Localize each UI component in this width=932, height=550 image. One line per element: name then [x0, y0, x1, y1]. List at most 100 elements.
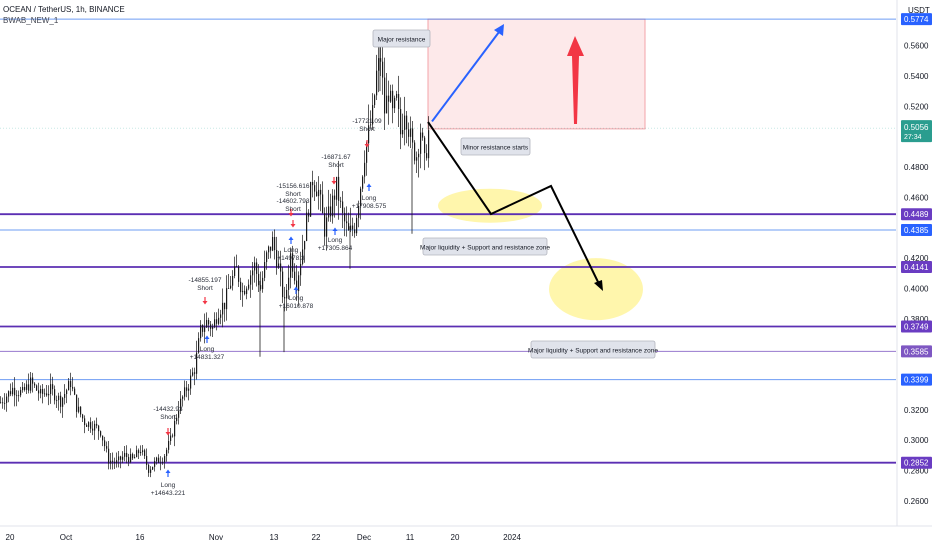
trade-arrow-head-7 [293, 286, 299, 290]
candle-body [372, 105, 374, 125]
candle-body [56, 400, 58, 401]
candle-body [206, 320, 208, 328]
candle-body [212, 326, 214, 329]
candle-body [130, 454, 132, 463]
candle-body [118, 456, 120, 461]
x-tick-label-3: Nov [209, 533, 223, 542]
candle-body [278, 263, 280, 268]
price-level-badge-3 [901, 261, 932, 274]
candle-body [428, 130, 430, 159]
candle-body [158, 457, 160, 463]
candle-body [70, 381, 72, 388]
candle-body [294, 271, 296, 281]
price-level-badge-text-2: 0.4385 [904, 226, 929, 235]
candle-body [318, 189, 320, 197]
candle-body [354, 229, 356, 234]
trade-label-8: -16871.67 [321, 154, 351, 161]
candle-body [324, 213, 326, 237]
candle-body [390, 90, 392, 102]
candle-body [384, 77, 386, 114]
candle-body [66, 390, 68, 395]
candle-body [142, 450, 144, 453]
candle-body [6, 396, 8, 403]
candle-body [152, 466, 154, 470]
candle-body [38, 390, 40, 394]
candle-body [16, 395, 18, 397]
candle-body [200, 324, 202, 339]
candle-body [300, 263, 302, 276]
y-tick-label-3: 0.4800 [904, 163, 929, 172]
candle-body [126, 452, 128, 458]
candle-body [404, 115, 406, 130]
candle-body [402, 129, 404, 135]
candle-body [306, 212, 308, 242]
candle-body [286, 289, 288, 299]
trade-label-8: Short [328, 162, 344, 169]
candle-body [238, 266, 240, 282]
candle-body [332, 195, 334, 217]
candle-body [156, 457, 158, 462]
y-tick-label-7: 0.3800 [904, 315, 929, 324]
candle-body [400, 109, 402, 135]
candle-body [46, 393, 48, 396]
x-tick-label-6: Dec [357, 533, 371, 542]
candle-body [386, 95, 388, 114]
annotation-callout-1 [460, 137, 531, 156]
trade-label-1: +14831.327 [190, 354, 225, 361]
candle-body [34, 383, 36, 386]
candle-body [392, 90, 394, 109]
candle-body [412, 128, 414, 143]
candle-body [218, 317, 220, 324]
trade-arrow-head-4 [288, 213, 294, 217]
candle-body [362, 176, 364, 189]
projection-path [427, 121, 601, 287]
candle-body [136, 450, 138, 458]
candle-body [298, 275, 300, 292]
candle-body [246, 288, 248, 295]
candle-body [232, 275, 234, 286]
candle-body [368, 125, 370, 144]
trade-label-10: Short [359, 126, 375, 133]
x-tick-label-0: 20 [6, 533, 15, 542]
candle-body [388, 95, 390, 102]
price-level-badge-6 [901, 373, 932, 386]
candle-body [258, 273, 260, 286]
candle-body [364, 162, 366, 177]
candle-body [410, 128, 412, 137]
candle-body [32, 377, 34, 384]
candle-body [230, 285, 232, 289]
projection-arrow-head [594, 280, 603, 291]
candle-body [84, 418, 86, 426]
trade-arrow-head-10 [364, 144, 370, 148]
candle-body [44, 393, 46, 395]
candle-body [226, 288, 228, 310]
candle-body [262, 277, 264, 290]
candle-body [170, 435, 172, 442]
candle-body [4, 402, 6, 404]
candle-body [254, 262, 256, 271]
candle-body [78, 406, 80, 412]
price-level-badge-1 [901, 208, 932, 221]
candle-body [378, 58, 380, 71]
candle-body [178, 410, 180, 418]
candle-body [396, 93, 398, 98]
candle-body [210, 324, 212, 329]
candle-body [0, 402, 2, 404]
candle-body [68, 381, 70, 391]
candle-body [10, 391, 12, 395]
candle-body [36, 385, 38, 391]
candle-body [326, 217, 328, 237]
blue-projection-arrow [431, 27, 503, 123]
candle-body [310, 182, 312, 217]
candle-body [100, 431, 102, 436]
candle-body [164, 456, 166, 463]
annotation-callout-0 [372, 29, 431, 48]
candle-body [370, 124, 372, 126]
candle-body [228, 288, 230, 289]
annotation-callout-2 [422, 237, 548, 256]
candle-body [146, 456, 148, 465]
candle-body [208, 320, 210, 325]
candle-body [414, 142, 416, 161]
x-tick-label-9: 2024 [503, 533, 521, 542]
